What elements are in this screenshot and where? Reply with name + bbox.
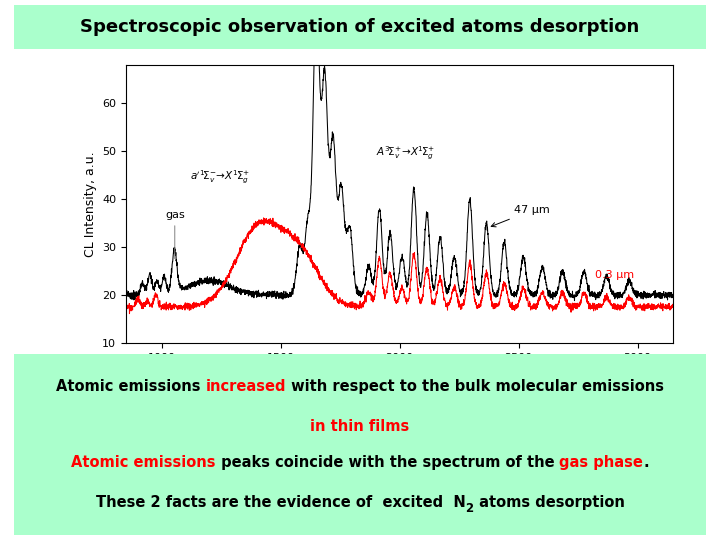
Text: atoms desorption: atoms desorption [474,495,624,510]
Text: 0.3 μm: 0.3 μm [595,270,634,280]
Text: gas phase: gas phase [559,455,643,470]
Text: with respect to the bulk molecular emissions: with respect to the bulk molecular emiss… [286,379,664,394]
Text: Spectroscopic observation of excited atoms desorption: Spectroscopic observation of excited ato… [81,18,639,36]
Text: These 2 facts are the evidence of  excited  N: These 2 facts are the evidence of excite… [96,495,465,510]
Text: peaks coincide with the spectrum of the: peaks coincide with the spectrum of the [215,455,559,470]
Text: gas: gas [165,210,184,259]
Text: Atomic emissions: Atomic emissions [56,379,206,394]
X-axis label: Wavelength, A: Wavelength, A [354,368,445,381]
Text: Atomic emissions: Atomic emissions [71,455,215,470]
Text: .: . [643,455,649,470]
Text: $a'^{1}\!\Sigma_{v}^{-} \!\rightarrow\! X^{1}\!\Sigma_{g}^{+}$: $a'^{1}\!\Sigma_{v}^{-} \!\rightarrow\! … [190,168,251,186]
Text: 47 μm: 47 μm [491,205,549,227]
Text: $A^{3}\!\Sigma_{v}^{+} \!\rightarrow\! X^{1}\!\Sigma_{g}^{+}$: $A^{3}\!\Sigma_{v}^{+} \!\rightarrow\! X… [376,145,435,162]
Text: 2: 2 [465,502,474,515]
Y-axis label: CL Intensity, a.u.: CL Intensity, a.u. [84,151,96,256]
Text: increased: increased [206,379,286,394]
Text: in thin films: in thin films [310,418,410,434]
